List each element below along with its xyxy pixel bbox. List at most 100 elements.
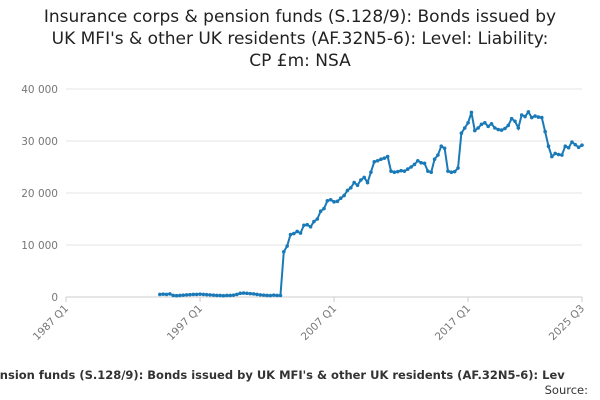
point — [204, 292, 209, 297]
point — [251, 292, 256, 296]
point — [225, 293, 229, 298]
point — [426, 169, 430, 173]
point — [429, 170, 434, 174]
point — [168, 292, 172, 296]
point — [201, 292, 206, 297]
point — [322, 206, 326, 211]
point — [325, 199, 330, 203]
point — [472, 128, 477, 133]
point — [295, 229, 299, 234]
point — [412, 162, 417, 167]
point — [349, 186, 353, 190]
point — [566, 145, 571, 150]
point — [389, 169, 393, 173]
point — [278, 293, 283, 298]
point — [439, 144, 444, 148]
x-tick-label: 2025 Q3 — [547, 303, 587, 343]
point — [553, 151, 557, 156]
point — [194, 292, 199, 297]
footer: ension funds (S.128/9): Bonds issued by … — [0, 368, 565, 382]
point — [308, 225, 313, 229]
point — [342, 193, 346, 198]
y-tick-label: 20 000 — [21, 188, 58, 200]
point — [405, 167, 410, 171]
point — [459, 131, 464, 135]
point — [449, 170, 454, 174]
point — [335, 199, 340, 204]
point — [436, 153, 440, 157]
point — [275, 293, 279, 298]
point — [211, 293, 216, 297]
point — [181, 293, 186, 297]
point — [312, 219, 316, 224]
point — [543, 129, 547, 134]
point — [573, 142, 578, 147]
point — [268, 293, 273, 298]
point — [550, 154, 554, 159]
point — [496, 127, 501, 132]
x-tick-label: 2007 Q1 — [299, 303, 339, 343]
series-line — [159, 110, 583, 297]
point — [469, 110, 474, 115]
point — [305, 222, 310, 227]
point — [499, 128, 504, 132]
point — [576, 145, 581, 150]
point — [382, 156, 387, 160]
source: Source: — [545, 383, 588, 397]
point — [355, 183, 360, 187]
point — [255, 292, 259, 297]
point — [523, 114, 527, 119]
point — [466, 121, 470, 125]
point — [174, 293, 179, 298]
chart-title: UK MFI's & other UK residents (AF.32N5-6… — [52, 29, 549, 49]
point — [228, 293, 232, 298]
point — [318, 209, 323, 213]
point — [526, 110, 531, 114]
chart-title: CP £m: NSA — [249, 51, 351, 71]
point — [161, 292, 165, 296]
point — [516, 126, 521, 130]
point — [359, 178, 363, 182]
y-tick-label: 10 000 — [21, 240, 58, 252]
point — [419, 161, 423, 165]
point — [292, 231, 296, 236]
point — [281, 249, 286, 254]
point — [285, 244, 289, 248]
point — [432, 157, 437, 161]
point — [375, 158, 380, 163]
point — [245, 291, 249, 296]
point — [171, 293, 176, 298]
point — [369, 170, 373, 174]
point — [158, 292, 162, 297]
point — [332, 200, 336, 204]
x-tick-label: 2017 Q1 — [433, 303, 473, 343]
point — [362, 175, 367, 180]
point — [533, 114, 537, 118]
point — [258, 293, 263, 297]
point — [416, 158, 420, 163]
point — [402, 169, 407, 173]
point — [570, 140, 574, 144]
point — [486, 124, 490, 129]
point — [288, 232, 293, 237]
point — [231, 293, 236, 297]
point — [556, 152, 561, 157]
point — [392, 170, 397, 174]
point — [399, 168, 403, 173]
point — [271, 293, 276, 297]
point — [385, 154, 390, 159]
y-tick-label: 30 000 — [21, 136, 58, 148]
point — [536, 115, 541, 119]
point — [372, 160, 377, 164]
point — [164, 292, 169, 297]
point — [298, 231, 303, 235]
point — [560, 153, 564, 157]
point — [198, 292, 202, 296]
point — [345, 188, 350, 193]
point — [365, 180, 370, 185]
point — [395, 169, 400, 174]
point — [409, 165, 413, 169]
y-tick-label: 40 000 — [21, 84, 58, 96]
point — [580, 143, 584, 147]
